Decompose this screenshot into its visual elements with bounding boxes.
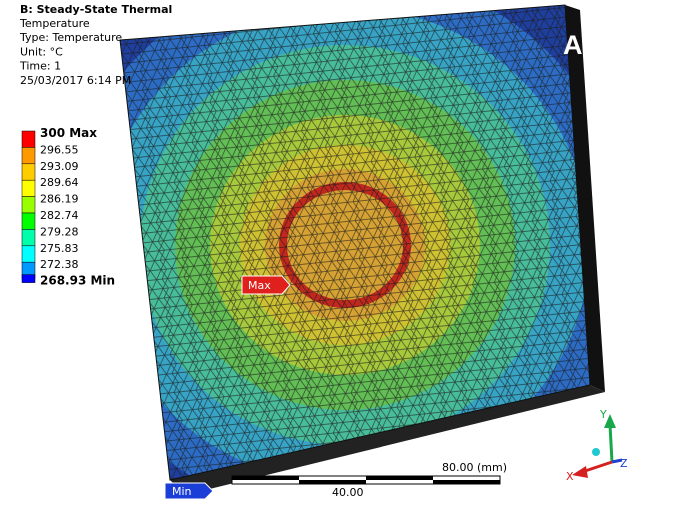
triad-x: X	[566, 470, 574, 483]
legend-label: 282.74	[40, 209, 79, 222]
legend-swatch	[22, 275, 35, 283]
legend-swatch	[22, 164, 35, 180]
legend-label: 275.83	[40, 242, 79, 255]
max-label: Max	[248, 279, 271, 292]
min-probe: Min	[165, 483, 213, 499]
triad-y: Y	[599, 408, 607, 421]
legend-label: 296.55	[40, 143, 79, 156]
scale-mid: 40.00	[332, 486, 364, 499]
legend-label: 286.19	[40, 193, 79, 206]
header-line: Temperature	[19, 17, 90, 30]
header-line: 25/03/2017 6:14 PM	[20, 74, 131, 87]
legend-swatch	[22, 229, 35, 245]
page: {"header":{"title":"B: Steady-State Ther…	[0, 0, 689, 505]
header-line: Type: Temperature	[19, 31, 122, 44]
min-label: Min	[172, 485, 192, 498]
max-probe: Max	[242, 276, 290, 294]
logo-version: R17.1	[616, 59, 656, 76]
legend-swatch	[22, 180, 35, 196]
triad-z: Z	[620, 457, 628, 470]
logo-brand: ANSYS	[563, 30, 656, 60]
header-line: Unit: °C	[20, 45, 63, 58]
legend-label: 272.38	[40, 258, 79, 271]
legend-label: 293.09	[40, 160, 79, 173]
legend-swatch	[22, 197, 35, 213]
legend-label: 279.28	[40, 225, 79, 238]
header-title: B: Steady-State Thermal	[20, 3, 172, 16]
legend-swatch	[22, 131, 35, 147]
legend-label: 289.64	[40, 176, 79, 189]
legend-swatch	[22, 246, 35, 262]
scale-length: 80.00 (mm)	[442, 461, 507, 474]
legend-swatch	[22, 147, 35, 163]
header-line: Time: 1	[19, 60, 61, 73]
viewport: B: Steady-State Thermal TemperatureType:…	[0, 0, 689, 505]
legend-swatch	[22, 213, 35, 229]
legend-label: 300 Max	[40, 126, 97, 140]
legend-label: 268.93 Min	[40, 274, 115, 288]
